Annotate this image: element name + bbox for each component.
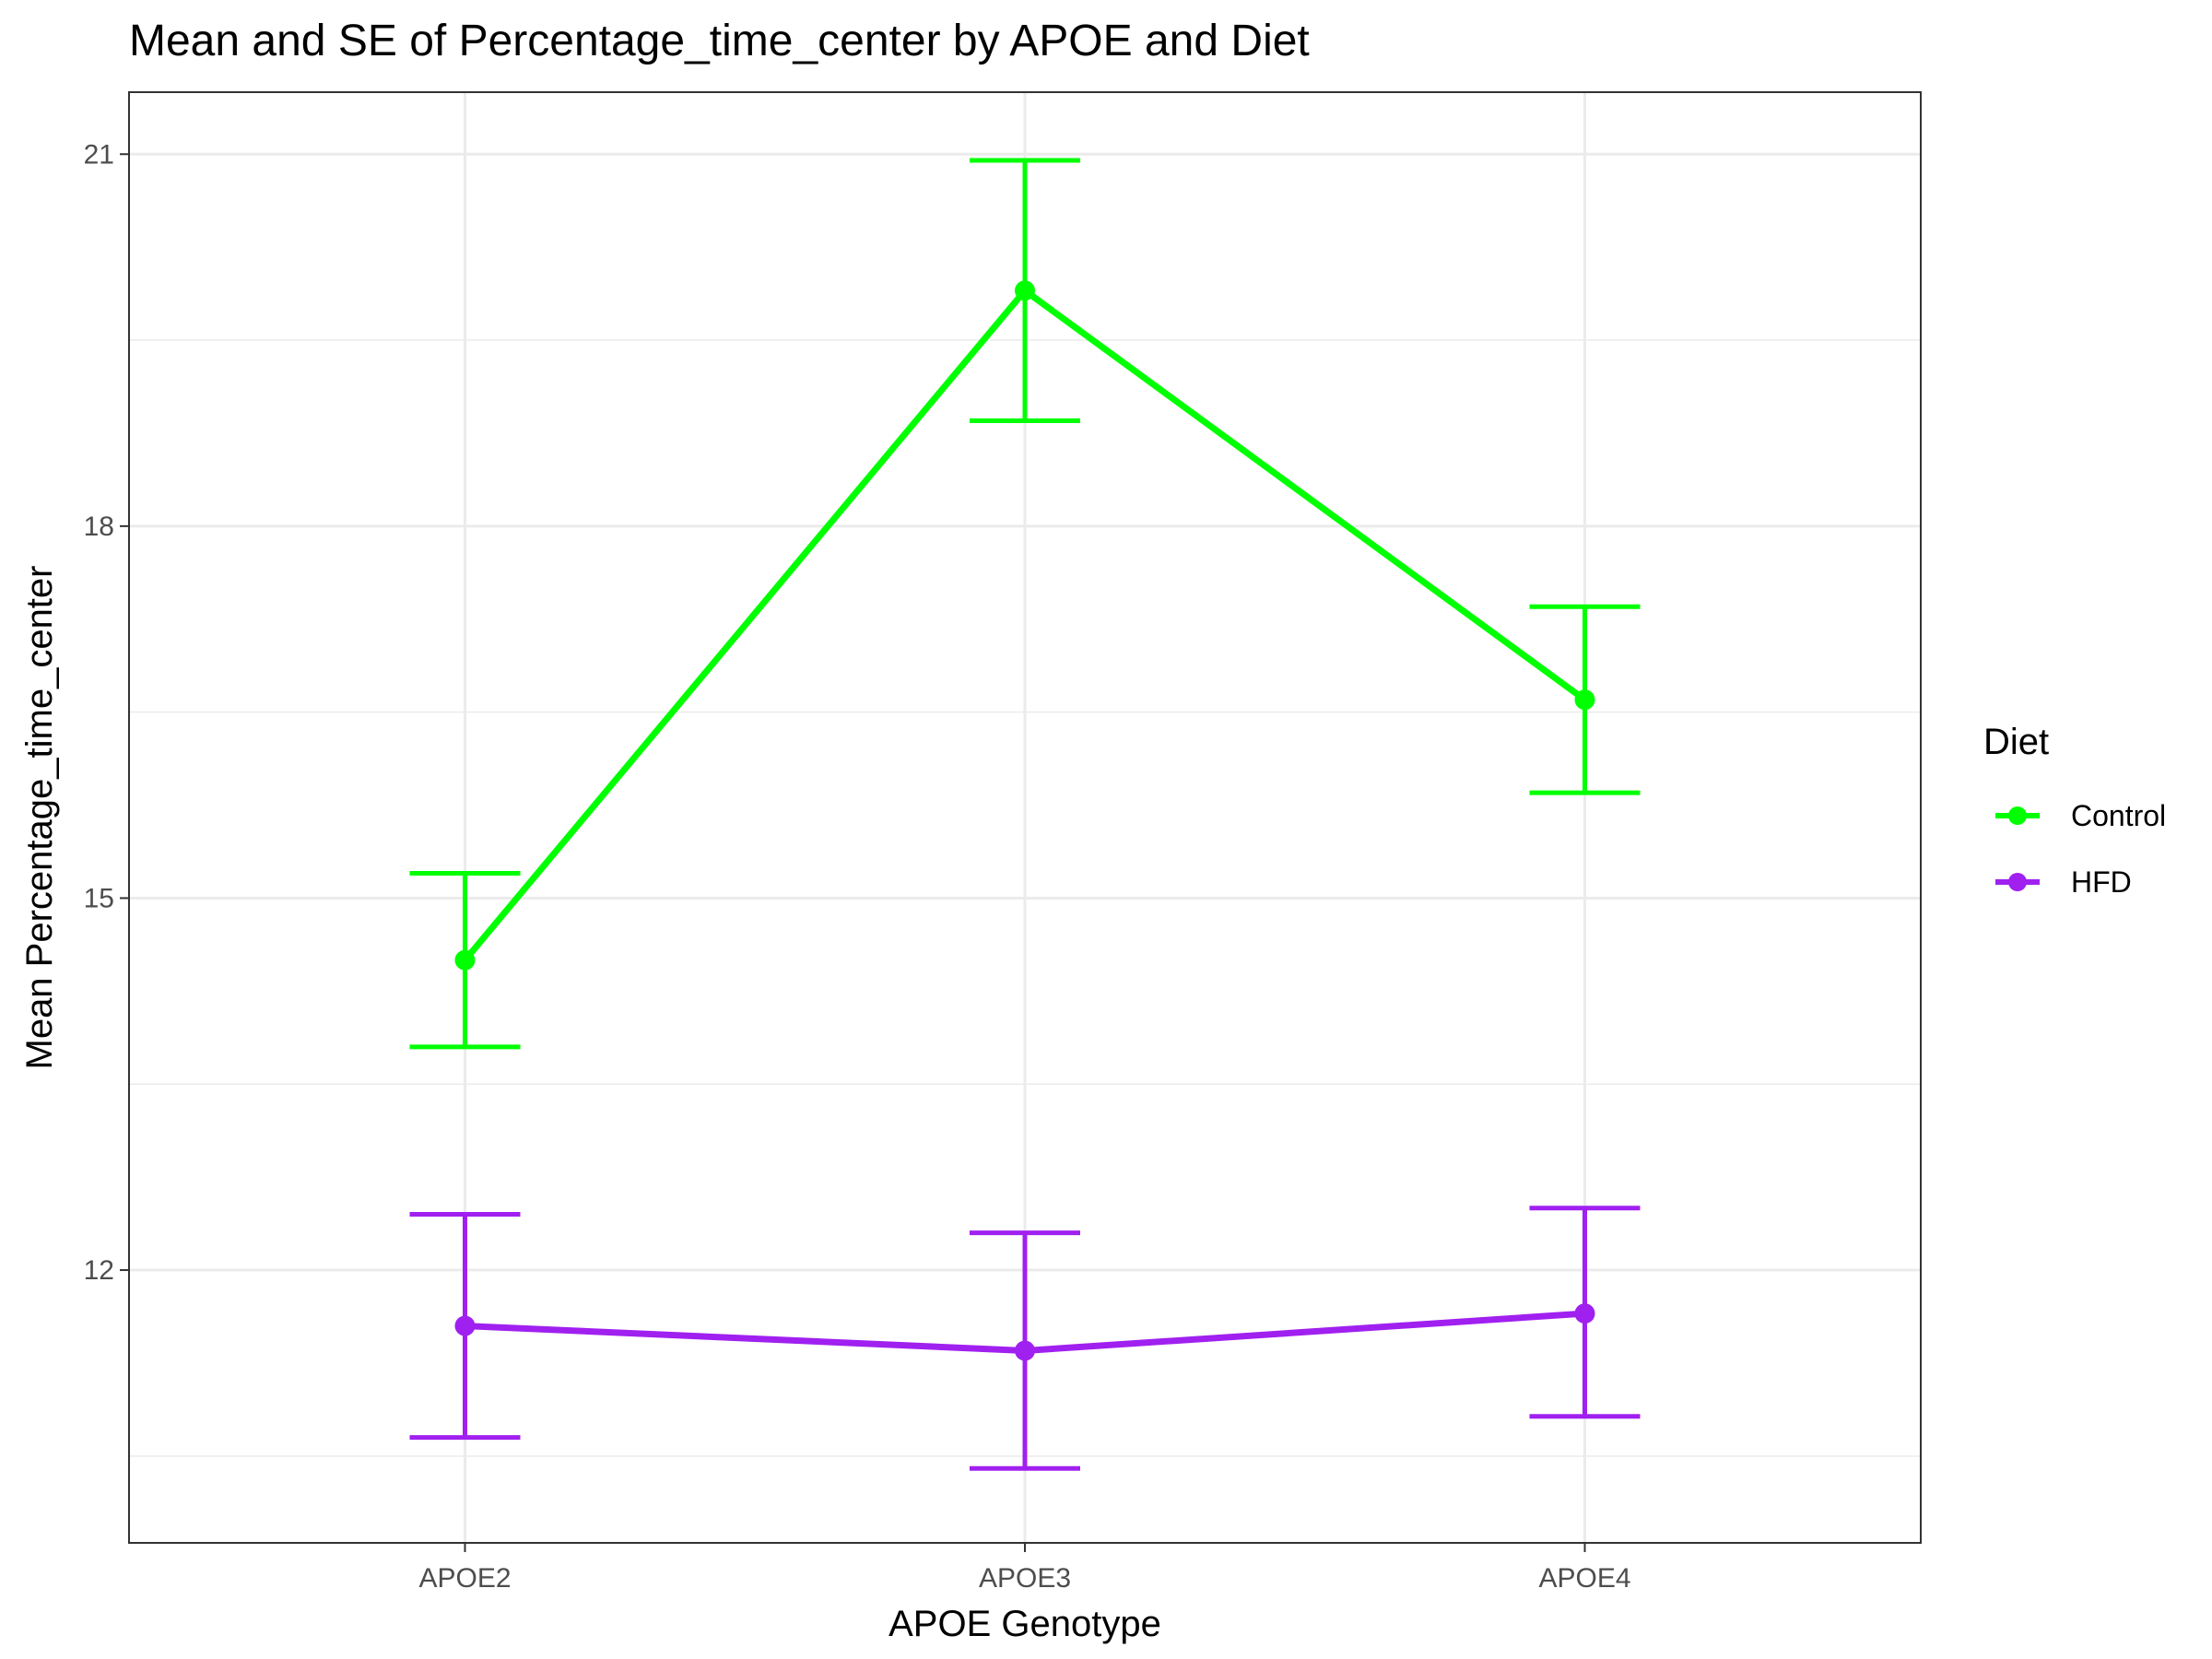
legend-key-point [2008,873,2027,891]
x-tick-label: APOE2 [418,1563,511,1594]
legend-key-point [2008,806,2027,825]
data-point [454,949,476,971]
x-axis-title: APOE Genotype [888,1604,1161,1644]
y-tick-label: 18 [84,512,114,542]
data-point [1574,1303,1595,1324]
series-group [409,158,1641,1471]
chart-title: Mean and SE of Percentage_time_center by… [129,17,1310,65]
x-axis: APOE2 APOE3 APOE4 [418,1543,1631,1594]
x-tick-label: APOE4 [1538,1563,1630,1594]
legend-label: Control [2071,799,2166,832]
legend: Diet Control HFD [1983,722,2166,899]
legend-title: Diet [1983,722,2049,762]
data-point [1574,689,1595,711]
series-control [409,158,1641,1050]
y-axis-title: Mean Percentage_time_center [19,566,60,1070]
data-point [1015,280,1035,301]
y-tick-label: 15 [84,883,114,913]
data-point [454,1315,476,1336]
y-tick-label: 12 [84,1255,114,1286]
x-tick-label: APOE3 [979,1563,1071,1594]
data-point [1015,1340,1035,1361]
series-hfd [409,1206,1641,1471]
y-axis: 12 15 18 21 [84,139,129,1286]
y-tick-label: 21 [84,139,114,170]
legend-label: HFD [2071,865,2132,899]
